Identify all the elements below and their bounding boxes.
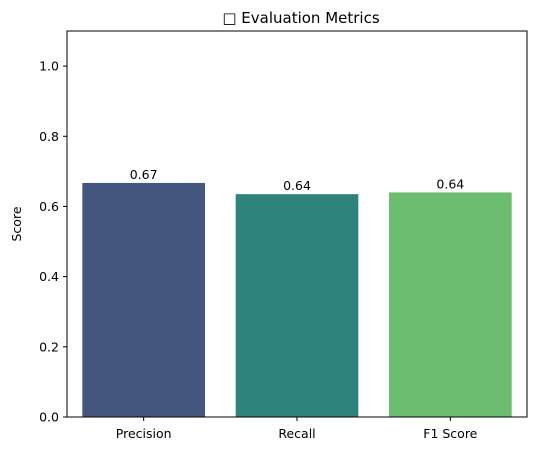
data-label-precision: 0.67	[130, 167, 158, 182]
x-tick-label: Recall	[278, 426, 315, 441]
bars-group	[82, 182, 512, 417]
y-tick-label: 0.0	[39, 410, 59, 425]
y-tick-label: 0.6	[39, 199, 59, 214]
chart-title: □ Evaluation Metrics	[222, 9, 379, 27]
bar-f1-score	[389, 192, 512, 417]
x-tick-label: Precision	[116, 426, 172, 441]
x-tick-label: F1 Score	[423, 426, 477, 441]
data-labels-group: 0.67 0.64 0.64	[130, 167, 465, 193]
y-tick-label: 1.0	[39, 59, 59, 74]
bar-precision	[82, 182, 205, 417]
y-axis: 0.0 0.2 0.4 0.6 0.8 1.0	[39, 59, 67, 425]
y-axis-title: Score	[9, 206, 24, 241]
bar-recall	[235, 194, 359, 417]
data-label-recall: 0.64	[283, 178, 311, 193]
data-label-f1-score: 0.64	[436, 176, 464, 191]
y-tick-label: 0.4	[39, 269, 59, 284]
y-tick-label: 0.8	[39, 129, 59, 144]
x-axis: Precision Recall F1 Score	[116, 417, 478, 441]
y-tick-label: 0.2	[39, 339, 59, 354]
